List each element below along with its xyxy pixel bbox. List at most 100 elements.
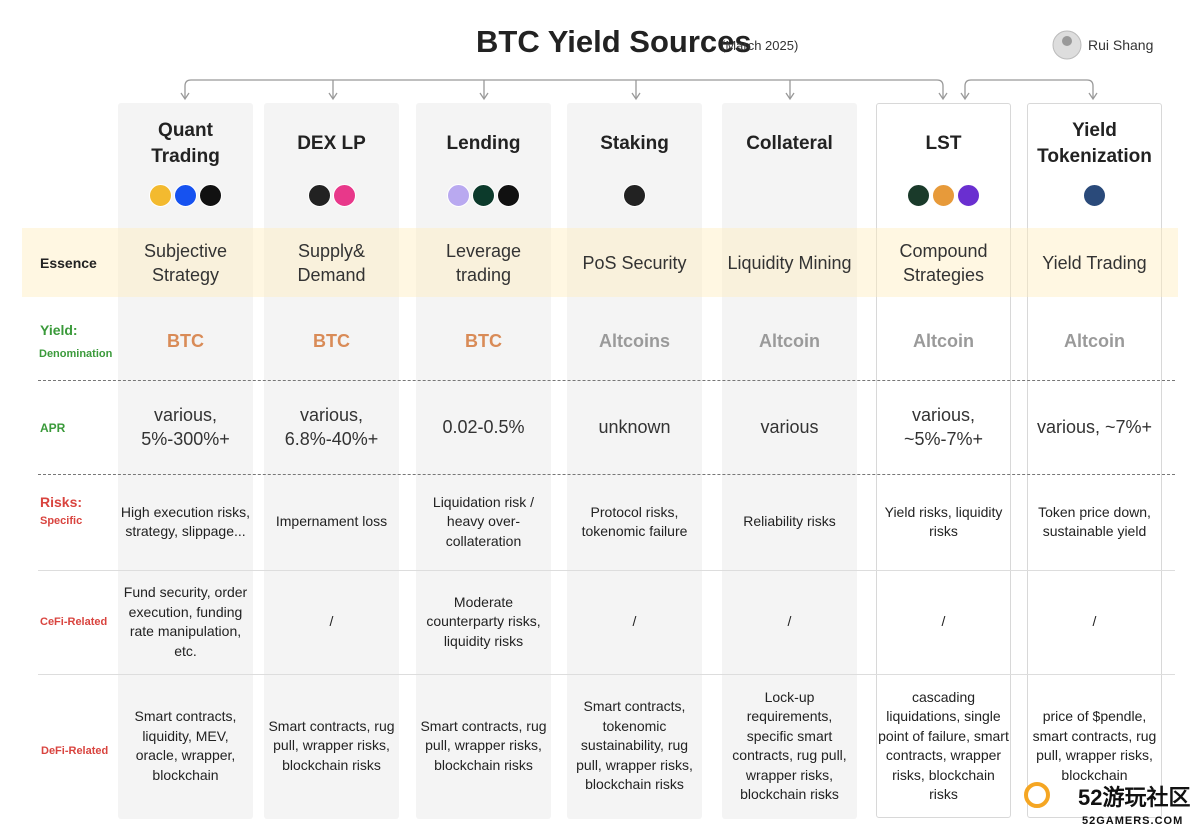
apr-text: 0.02-0.5% bbox=[442, 417, 525, 437]
column-header: Quant Trading bbox=[118, 110, 253, 178]
denomination-cell: Altcoin bbox=[876, 305, 1011, 378]
bracket-drops bbox=[332, 80, 791, 98]
column-header: Lending bbox=[416, 110, 551, 178]
arrowheads bbox=[180, 92, 1098, 101]
cefi-cell: / bbox=[722, 572, 857, 672]
essence-text: PoS Security bbox=[582, 252, 687, 273]
row-label: Essence bbox=[40, 255, 97, 271]
column-bg bbox=[416, 103, 551, 819]
protocol-icon bbox=[447, 183, 470, 207]
specific-text: Token price down, sustainable yield bbox=[1038, 503, 1151, 540]
row-label: APR bbox=[40, 421, 66, 435]
cefi-cell: / bbox=[264, 572, 399, 672]
essence-cell: Supply& Demand bbox=[264, 228, 399, 297]
bracket bbox=[964, 79, 1094, 98]
column-name: Quant Trading bbox=[151, 120, 220, 167]
protocol-icon bbox=[1083, 183, 1106, 207]
row-separator bbox=[38, 570, 1175, 571]
denomination-cell: Altcoin bbox=[1027, 305, 1162, 378]
denomination-text: BTC bbox=[313, 331, 350, 351]
specific-cell: Liquidation risk / heavy over-collaterat… bbox=[416, 476, 551, 568]
column-bg bbox=[722, 103, 857, 819]
essence-text: Liquidity Mining bbox=[727, 252, 852, 273]
protocol-icon bbox=[149, 183, 172, 207]
specific-cell: Protocol risks, tokenomic failure bbox=[567, 476, 702, 568]
title: BTC Yield Sources bbox=[476, 24, 752, 59]
cefi-text: / bbox=[329, 613, 334, 630]
denomination-cell: BTC bbox=[118, 305, 253, 378]
specific-cell: Reliability risks bbox=[722, 476, 857, 568]
essence-text: Compound Strategies bbox=[899, 240, 988, 285]
protocol-icon bbox=[199, 183, 222, 207]
apr-text: various, ~7%+ bbox=[1036, 417, 1153, 437]
row-label: DeFi-Related bbox=[41, 745, 109, 757]
denomination-text: BTC bbox=[465, 331, 502, 351]
specific-cell: Token price down, sustainable yield bbox=[1027, 476, 1162, 568]
apr-text: various, ~5%-7%+ bbox=[903, 405, 984, 449]
specific-cell: Yield risks, liquidity risks bbox=[876, 476, 1011, 568]
cefi-text: / bbox=[787, 613, 792, 630]
apr-text: various, 5%-300%+ bbox=[141, 405, 230, 449]
cefi-cell: / bbox=[567, 572, 702, 672]
protocol-icon bbox=[957, 183, 980, 207]
column-header: Yield Tokenization bbox=[1027, 110, 1162, 178]
apr-cell: unknown bbox=[567, 382, 702, 472]
defi-text: Smart contracts, liquidity, MEV, oracle,… bbox=[134, 708, 237, 783]
watermark-logo bbox=[1024, 782, 1050, 808]
column-bg bbox=[1027, 103, 1162, 818]
essence-cell: Leverage trading bbox=[416, 228, 551, 297]
column-icons bbox=[118, 183, 253, 207]
cefi-cell: / bbox=[1027, 572, 1162, 672]
defi-cell: Smart contracts, rug pull, wrapper risks… bbox=[416, 676, 551, 816]
protocol-icon bbox=[932, 183, 955, 207]
essence-cell: Subjective Strategy bbox=[118, 228, 253, 297]
cefi-cell: Moderate counterparty risks, liquidity r… bbox=[416, 572, 551, 672]
denomination-text: BTC bbox=[167, 331, 204, 351]
apr-cell: various bbox=[722, 382, 857, 472]
apr-text: various bbox=[760, 417, 819, 437]
watermark-name: 52游玩社区 bbox=[1078, 785, 1191, 810]
defi-text: Lock-up requirements, specific smart con… bbox=[732, 688, 847, 803]
denomination-cell: Altcoins bbox=[567, 305, 702, 378]
column-icons bbox=[416, 183, 551, 207]
specific-text: Impernament loss bbox=[275, 513, 388, 530]
column-bg bbox=[118, 103, 253, 819]
row-label: Yield: bbox=[40, 322, 78, 338]
column-icons bbox=[567, 183, 702, 207]
denomination-cell: BTC bbox=[416, 305, 551, 378]
protocol-icon bbox=[497, 183, 520, 207]
protocol-icon bbox=[307, 183, 331, 207]
cefi-text: / bbox=[632, 613, 637, 630]
column-bg bbox=[264, 103, 399, 819]
defi-text: Smart contracts, rug pull, wrapper risks… bbox=[268, 717, 395, 773]
denomination-cell: Altcoin bbox=[722, 305, 857, 378]
column-name: Collateral bbox=[746, 133, 833, 154]
column-header: DEX LP bbox=[264, 110, 399, 178]
denomination-cell: BTC bbox=[264, 305, 399, 378]
specific-text: High execution risks, strategy, slippage… bbox=[120, 503, 251, 540]
apr-cell: various, 5%-300%+ bbox=[118, 382, 253, 472]
apr-text: various, 6.8%-40%+ bbox=[284, 405, 379, 449]
column-header: Staking bbox=[567, 110, 702, 178]
column-icons bbox=[876, 183, 1011, 207]
specific-cell: High execution risks, strategy, slippage… bbox=[118, 476, 253, 568]
defi-cell: Lock-up requirements, specific smart con… bbox=[722, 676, 857, 816]
essence-cell: Liquidity Mining bbox=[722, 228, 857, 297]
apr-cell: various, ~7%+ bbox=[1027, 382, 1162, 472]
defi-text: Smart contracts, tokenomic sustainabilit… bbox=[576, 698, 693, 793]
author-avatar-head bbox=[1062, 36, 1072, 46]
column-header: LST bbox=[876, 110, 1011, 178]
essence-text: Supply& Demand bbox=[297, 240, 366, 285]
specific-cell: Impernament loss bbox=[264, 476, 399, 568]
row-separator bbox=[38, 474, 1175, 475]
specific-text: Yield risks, liquidity risks bbox=[884, 503, 1003, 540]
row-separator bbox=[38, 674, 1175, 675]
row-label: Denomination bbox=[39, 348, 113, 360]
author: Rui Shang bbox=[1088, 37, 1154, 53]
defi-cell: Smart contracts, liquidity, MEV, oracle,… bbox=[118, 676, 253, 816]
defi-cell: Smart contracts, rug pull, wrapper risks… bbox=[264, 676, 399, 816]
watermark-site: 52GAMERS.COM bbox=[1082, 815, 1184, 827]
column-name: Lending bbox=[446, 133, 521, 154]
